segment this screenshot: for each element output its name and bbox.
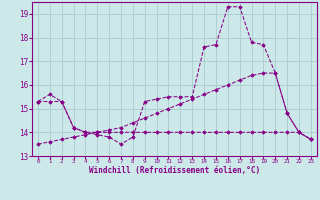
X-axis label: Windchill (Refroidissement éolien,°C): Windchill (Refroidissement éolien,°C) [89, 166, 260, 175]
